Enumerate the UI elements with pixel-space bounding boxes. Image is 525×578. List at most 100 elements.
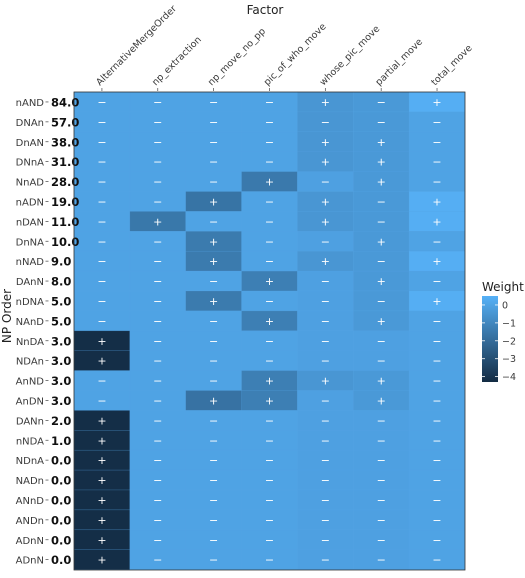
- cell-sign-label: −: [377, 355, 386, 368]
- cell-sign-label: −: [377, 195, 386, 208]
- cell-sign-label: −: [265, 554, 274, 567]
- row-count: 84.0: [51, 95, 79, 109]
- cell-sign-label: −: [321, 394, 330, 407]
- cell-sign-label: −: [209, 514, 218, 527]
- cell-sign-label: −: [265, 235, 274, 248]
- row-label: NDAn: [16, 357, 44, 368]
- heatmap-cell: [185, 211, 242, 232]
- cell-sign-label: −: [153, 136, 162, 149]
- cell-sign-label: −: [209, 156, 218, 169]
- cell-sign-label: −: [265, 355, 274, 368]
- cell-sign-label: +: [97, 514, 106, 527]
- cell-sign-label: +: [432, 215, 441, 228]
- cell-sign-label: −: [432, 355, 441, 368]
- cell-sign-label: −: [97, 136, 106, 149]
- legend-tick-label: −4: [502, 372, 516, 383]
- cell-sign-label: −: [377, 494, 386, 507]
- cell-sign-label: −: [432, 375, 441, 388]
- cell-sign-label: −: [209, 275, 218, 288]
- panel-border: [73, 91, 466, 571]
- cell-sign-label: −: [265, 454, 274, 467]
- cell-sign-label: −: [265, 414, 274, 427]
- cell-sign-label: −: [209, 215, 218, 228]
- cell-sign-label: +: [209, 394, 218, 407]
- cell-sign-label: −: [153, 335, 162, 348]
- row-label: DNAn: [16, 118, 44, 129]
- row-count: 3.0: [51, 374, 71, 388]
- row-count: 3.0: [51, 354, 71, 368]
- cell-sign-label: −: [153, 295, 162, 308]
- cell-sign-label: −: [321, 534, 330, 547]
- cell-sign-label: −: [377, 295, 386, 308]
- cell-sign-label: −: [432, 335, 441, 348]
- cell-sign-label: +: [377, 375, 386, 388]
- cell-sign-label: −: [153, 454, 162, 467]
- cell-sign-label: −: [432, 514, 441, 527]
- cell-sign-label: +: [377, 275, 386, 288]
- cell-sign-label: −: [153, 275, 162, 288]
- cell-sign-label: +: [265, 394, 274, 407]
- row-count: 10.0: [51, 235, 79, 249]
- row-label: DANn: [16, 416, 44, 427]
- cell-sign-label: −: [432, 156, 441, 169]
- row-count: 0.0: [51, 553, 71, 567]
- cell-sign-label: −: [321, 355, 330, 368]
- cell-sign-label: −: [209, 176, 218, 189]
- cell-sign-label: +: [153, 215, 162, 228]
- cell-sign-label: −: [153, 96, 162, 109]
- column-label: total_move: [429, 43, 474, 88]
- row-label: nADN: [16, 197, 44, 208]
- cell-sign-label: −: [265, 474, 274, 487]
- cell-sign-label: −: [209, 434, 218, 447]
- cell-sign-label: −: [97, 96, 106, 109]
- row-count: 5.0: [51, 314, 71, 328]
- row-count: 1.0: [51, 434, 71, 448]
- cell-sign-label: −: [377, 514, 386, 527]
- row-label: ADnN: [16, 556, 44, 567]
- cell-sign-label: −: [321, 474, 330, 487]
- cell-sign-label: −: [265, 534, 274, 547]
- cell-sign-label: −: [97, 215, 106, 228]
- cell-sign-label: −: [432, 414, 441, 427]
- heatmap-cell: [185, 151, 242, 172]
- legend: 0 −1 −2 −3 −4: [482, 296, 516, 383]
- cell-sign-label: −: [432, 434, 441, 447]
- cell-sign-label: −: [153, 315, 162, 328]
- cell-sign-label: +: [97, 355, 106, 368]
- row-label: AnDN: [16, 396, 44, 407]
- cell-sign-label: −: [377, 96, 386, 109]
- column-label: np_extraction: [150, 34, 204, 88]
- row-count: 0.0: [51, 513, 71, 527]
- row-label: NADn: [16, 476, 44, 487]
- cell-sign-label: +: [97, 335, 106, 348]
- cell-sign-label: +: [377, 394, 386, 407]
- cell-sign-label: +: [209, 295, 218, 308]
- cell-sign-label: −: [209, 355, 218, 368]
- cell-sign-label: +: [377, 176, 386, 189]
- heatmap-cell: [185, 330, 242, 351]
- legend-colorbar: [482, 296, 498, 382]
- cell-sign-label: −: [265, 494, 274, 507]
- cell-sign-label: −: [432, 235, 441, 248]
- cell-sign-label: +: [321, 156, 330, 169]
- cell-sign-label: +: [97, 554, 106, 567]
- heatmap-cell: [185, 430, 242, 451]
- cell-sign-label: +: [97, 534, 106, 547]
- cell-sign-label: −: [432, 474, 441, 487]
- row-count: 0.0: [51, 493, 71, 507]
- cell-sign-label: −: [265, 215, 274, 228]
- row-label: NnDA: [16, 337, 44, 348]
- cell-sign-label: −: [265, 295, 274, 308]
- cell-sign-label: −: [321, 315, 330, 328]
- cell-sign-label: −: [321, 275, 330, 288]
- cell-sign-label: +: [321, 375, 330, 388]
- cell-sign-label: −: [97, 275, 106, 288]
- cell-sign-label: +: [432, 96, 441, 109]
- row-label: nDNA: [16, 297, 45, 308]
- cell-sign-label: +: [265, 375, 274, 388]
- cell-sign-label: +: [432, 255, 441, 268]
- cell-sign-label: −: [321, 116, 330, 129]
- cell-sign-label: +: [321, 195, 330, 208]
- cell-sign-label: −: [209, 454, 218, 467]
